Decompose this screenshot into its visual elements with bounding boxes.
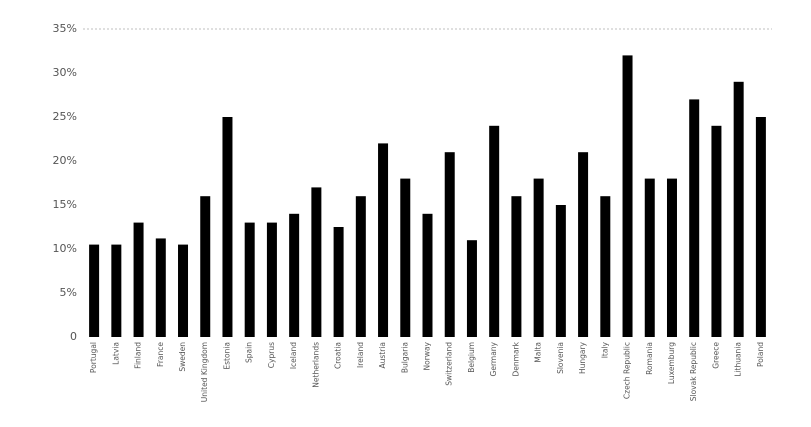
x-tick-label: Iceland: [289, 342, 298, 369]
bar: [755, 117, 766, 337]
bar: [444, 152, 455, 337]
x-tick-label: Spain: [245, 342, 254, 363]
bar: [511, 196, 522, 337]
y-tick-label: 20%: [53, 154, 77, 167]
bar: [733, 81, 744, 337]
x-tick-label: Greece: [711, 342, 720, 369]
x-tick-label: Bulgaria: [400, 342, 409, 373]
bar: [578, 152, 589, 337]
x-tick-label: Czech Republic: [623, 342, 632, 399]
x-tick-label: Slovenia: [556, 342, 565, 374]
x-tick-label: Malta: [534, 342, 543, 363]
y-tick-label: 0: [70, 330, 77, 343]
y-tick-label: 10%: [53, 242, 77, 255]
bar: [489, 125, 500, 337]
x-tick-label: Hungary: [578, 341, 587, 374]
x-tick-label: Croatia: [334, 342, 343, 369]
x-tick-label: France: [156, 342, 165, 367]
bar: [155, 238, 166, 337]
x-tick-label: Belgium: [467, 342, 476, 373]
x-tick-label: Slovak Republic: [689, 342, 698, 401]
bar: [178, 244, 189, 337]
x-tick-label: Luxemburg: [667, 342, 676, 384]
bar: [289, 213, 300, 337]
x-tick-label: Italy: [600, 341, 609, 358]
bar: [555, 205, 566, 337]
x-tick-label: Netherlands: [311, 342, 320, 388]
bar: [622, 55, 633, 338]
x-tick-label: Switzerland: [445, 342, 454, 386]
bar: [111, 244, 122, 337]
x-tick-label: Austria: [378, 342, 387, 369]
y-tick-label: 25%: [53, 110, 77, 123]
bar: [422, 213, 433, 337]
y-tick-label: 15%: [53, 198, 77, 211]
bar: [378, 143, 389, 337]
x-tick-label: Cyprus: [267, 342, 276, 368]
bar: [666, 178, 677, 337]
bar: [200, 196, 211, 337]
bar: [400, 178, 411, 337]
x-tick-label: Romania: [645, 342, 654, 375]
bar: [333, 227, 344, 337]
bar: [89, 244, 100, 337]
x-tick-label: Denmark: [511, 341, 520, 376]
bar: [600, 196, 611, 337]
x-tick-label: Estonia: [222, 342, 231, 370]
bar: [644, 178, 655, 337]
x-tick-label: Latvia: [111, 342, 120, 365]
bar: [689, 99, 700, 338]
x-tick-label: Norway: [423, 341, 432, 370]
y-tick-label: 30%: [53, 66, 77, 79]
y-tick-label: 5%: [60, 286, 77, 299]
x-tick-label: United Kingdom: [200, 342, 209, 402]
x-tick-label: Sweden: [178, 342, 187, 372]
x-tick-label: Poland: [756, 342, 765, 367]
bar: [466, 240, 477, 337]
x-tick-label: Lithuania: [734, 342, 743, 377]
bar: [355, 196, 366, 337]
x-tick-label: Ireland: [356, 342, 365, 368]
bar: [311, 187, 322, 337]
x-tick-label: Germany: [489, 341, 498, 376]
bar: [133, 222, 144, 337]
x-tick-label: Portugal: [89, 342, 98, 373]
bar: [222, 117, 233, 337]
bar: [711, 125, 722, 337]
bar: [266, 222, 277, 337]
y-tick-label: 35%: [53, 22, 77, 35]
x-tick-label: Finland: [134, 342, 143, 369]
bar: [244, 222, 255, 337]
bar: [533, 178, 544, 337]
